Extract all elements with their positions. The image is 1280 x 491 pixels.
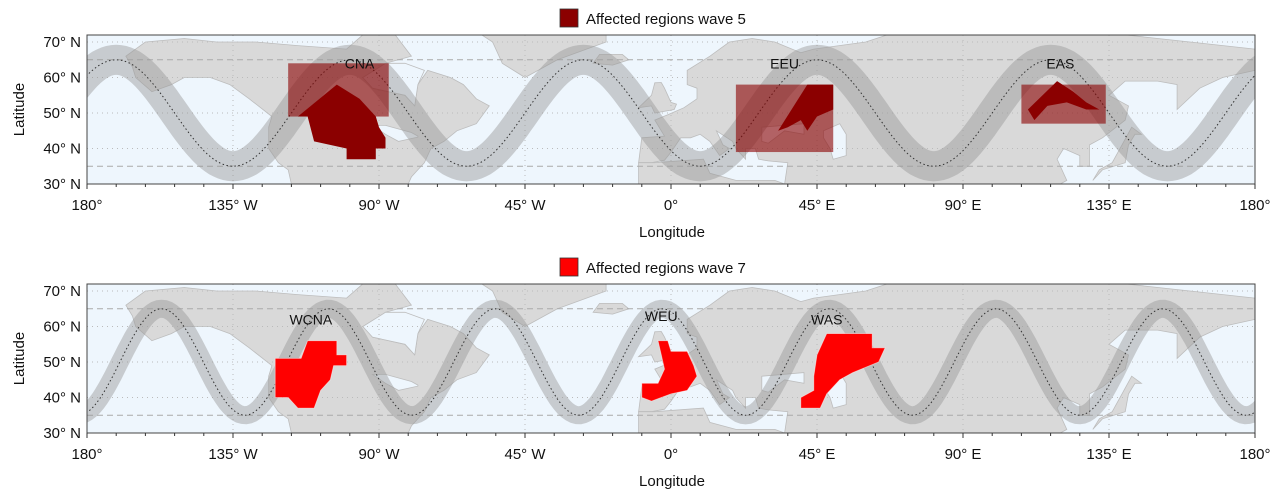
inland-water xyxy=(761,372,805,393)
x-tick-label: 135° W xyxy=(208,446,258,463)
y-tick-label: 40° N xyxy=(43,390,81,407)
land xyxy=(638,284,1255,433)
region-eas xyxy=(1021,81,1106,124)
y-tick-label: 50° N xyxy=(43,354,81,371)
region-core xyxy=(641,340,698,402)
region-core xyxy=(778,84,834,131)
y-tick-label: 30° N xyxy=(43,425,81,442)
y-tick-label: 50° N xyxy=(43,105,81,122)
x-tick-label: 45° W xyxy=(504,197,546,214)
wave-centerline xyxy=(87,59,1255,167)
x-tick-label: 90° E xyxy=(945,446,982,463)
x-tick-label: 0° xyxy=(664,197,678,214)
region-label: WCNA xyxy=(289,311,332,327)
y-axis-label: Latitude xyxy=(11,83,28,136)
map-content xyxy=(87,35,1255,184)
region-cna xyxy=(288,63,389,160)
x-tick-label: 45° E xyxy=(799,197,836,214)
land xyxy=(638,407,785,433)
x-tick-label: 135° W xyxy=(208,197,258,214)
y-tick-label: 70° N xyxy=(43,34,81,51)
y-tick-label: 60° N xyxy=(43,319,81,336)
land xyxy=(1092,375,1143,430)
x-tick-label: 135° E xyxy=(1086,197,1131,214)
region-label: WEU xyxy=(645,308,678,324)
map-content xyxy=(87,284,1255,433)
x-tick-label: 45° W xyxy=(504,446,546,463)
map-panel-wave-7: WCNA WEU WAS 180° 135° W 90° W 45° W 0° 45° E 90°… xyxy=(11,257,1271,490)
y-tick-label: 30° N xyxy=(43,176,81,193)
y-tick-label: 70° N xyxy=(43,283,81,300)
land xyxy=(637,82,678,114)
x-axis-label: Longitude xyxy=(639,473,705,490)
x-tick-label: 90° W xyxy=(358,197,400,214)
region-label: EAS xyxy=(1046,55,1074,71)
x-tick-label: 90° W xyxy=(358,446,400,463)
region-core xyxy=(274,340,348,409)
x-tick-label: 180° xyxy=(71,446,102,463)
y-tick-label: 60° N xyxy=(43,70,81,87)
land xyxy=(1092,126,1143,181)
legend-label: Affected regions wave 5 xyxy=(586,11,746,28)
wave-centerline xyxy=(87,308,1255,416)
x-axis-label: Longitude xyxy=(639,224,705,241)
legend-swatch xyxy=(559,257,579,277)
x-tick-label: 180° xyxy=(1239,197,1270,214)
map-panel-wave-5: CNA EEU EAS 180° 135° W 90° W 45° W 0° 45° E 90° … xyxy=(11,8,1271,241)
land xyxy=(638,158,785,184)
legend-swatch xyxy=(559,8,579,28)
region-eeu xyxy=(735,84,834,153)
region-weu xyxy=(641,340,698,402)
x-tick-label: 135° E xyxy=(1086,446,1131,463)
y-axis-label: Latitude xyxy=(11,332,28,385)
x-tick-label: 45° E xyxy=(799,446,836,463)
region-core xyxy=(297,84,386,160)
region-was xyxy=(800,333,886,409)
region-core xyxy=(1027,81,1100,121)
x-tick-label: 0° xyxy=(664,446,678,463)
region-label: EEU xyxy=(770,55,799,71)
x-tick-label: 90° E xyxy=(945,197,982,214)
x-tick-label: 180° xyxy=(1239,446,1270,463)
hudson-bay xyxy=(362,311,425,356)
y-tick-label: 40° N xyxy=(43,141,81,158)
region-wcna xyxy=(274,340,348,409)
region-label: WAS xyxy=(811,311,842,327)
region-label: CNA xyxy=(345,55,375,71)
region-core xyxy=(800,333,886,409)
legend-label: Affected regions wave 7 xyxy=(586,260,746,277)
x-tick-label: 180° xyxy=(71,197,102,214)
